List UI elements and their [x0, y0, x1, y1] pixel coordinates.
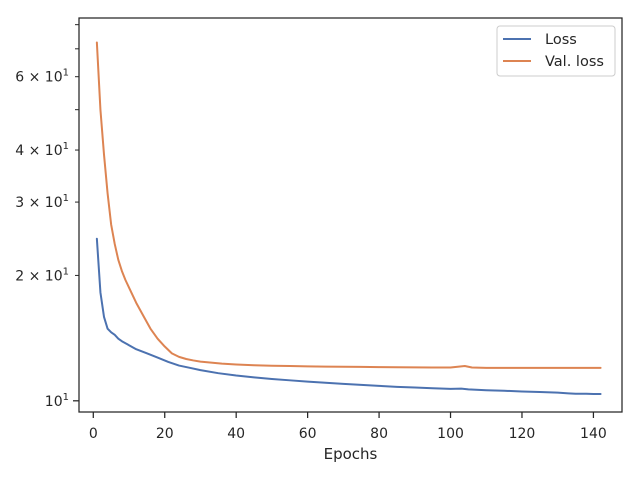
- y-tick-exponent: 1: [63, 266, 69, 277]
- y-tick-times: ×: [24, 143, 45, 159]
- legend-entry-label: Loss: [545, 32, 577, 48]
- y-tick-label: 2 × 101: [15, 266, 69, 284]
- y-tick-coef: 6: [15, 70, 24, 86]
- y-tick-coef: 4: [15, 143, 24, 159]
- y-tick-base: 10: [45, 70, 63, 86]
- y-tick-exponent: 1: [63, 141, 69, 152]
- legend-entry-label: Val. loss: [545, 54, 604, 70]
- y-tick-times: ×: [24, 195, 45, 211]
- y-tick-coef: 3: [15, 195, 24, 211]
- x-tick-label: 0: [89, 426, 98, 442]
- series-line-val-loss: [95, 41, 602, 369]
- y-tick-base: 10: [45, 394, 63, 410]
- plot-frame: [78, 17, 623, 413]
- series-layer: [95, 41, 602, 396]
- y-tick-label: 4 × 101: [15, 141, 69, 159]
- y-tick-label: 101: [45, 392, 69, 410]
- y-tick-coef: 2: [15, 268, 24, 284]
- x-tick-label: 140: [580, 426, 607, 442]
- plot-area-border: [78, 17, 623, 413]
- y-tick-times: ×: [24, 70, 45, 86]
- series-line-loss: [95, 237, 602, 396]
- x-tick-label: 80: [370, 426, 388, 442]
- y-tick-exponent: 1: [63, 392, 69, 403]
- x-tick-label: 60: [299, 426, 317, 442]
- x-tick-label: 20: [156, 426, 174, 442]
- y-tick-exponent: 1: [63, 68, 69, 79]
- y-tick-base: 10: [45, 143, 63, 159]
- y-tick-label: 6 × 101: [15, 68, 69, 86]
- y-tick-base: 10: [45, 195, 63, 211]
- y-tick-times: ×: [24, 268, 45, 284]
- x-tick-label: 120: [509, 426, 536, 442]
- x-axis-label: Epochs: [324, 445, 378, 463]
- y-tick-label: 3 × 101: [15, 193, 69, 211]
- x-axis: 0 20 40 60 80 100 120 140: [89, 412, 607, 442]
- y-tick-base: 10: [45, 268, 63, 284]
- legend: Loss Val. loss: [496, 25, 616, 77]
- y-tick-exponent: 1: [63, 193, 69, 204]
- x-tick-label: 100: [437, 426, 464, 442]
- x-tick-label: 40: [227, 426, 245, 442]
